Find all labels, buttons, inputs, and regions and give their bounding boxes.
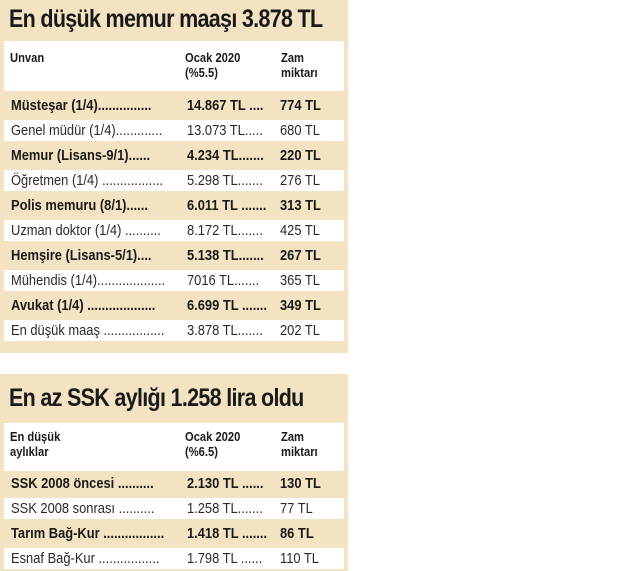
row-pension: 2.130 TL ......	[187, 475, 264, 492]
row-raise: 110 TL	[280, 550, 319, 567]
row-raise: 77 TL	[280, 500, 313, 517]
row-pension: 1.418 TL .......	[187, 525, 268, 542]
table-row: Öğretmen (1/4) ................. 5.298 T…	[4, 170, 344, 191]
row-label: Genel müdür (1/4).............	[11, 122, 163, 139]
table-row: Uzman doktor (1/4) .......... 8.172 TL..…	[4, 220, 344, 241]
row-salary: 4.234 TL.......	[187, 147, 264, 164]
row-label: Tarım Bağ-Kur .................	[11, 525, 165, 542]
table-row: Avukat (1/4) ................... 6.699 T…	[4, 295, 344, 316]
header-ocak-2020: Ocak 2020 (%6.5)	[185, 429, 241, 459]
row-salary: 5.138 TL.......	[187, 247, 264, 264]
table-row: En düşük maaş ................. 3.878 TL…	[4, 320, 344, 341]
header-en-dusuk-ayliklar: En düşük aylıklar	[10, 429, 61, 459]
row-salary: 8.172 TL.......	[187, 222, 263, 239]
memur-table-title: En düşük memur maaşı 3.878 TL	[9, 5, 323, 33]
row-salary: 6.699 TL .......	[187, 297, 268, 314]
row-raise: 130 TL	[280, 475, 321, 492]
row-label: Müsteşar (1/4)...............	[11, 97, 152, 114]
row-label: En düşük maaş .................	[11, 322, 165, 339]
ssk-table-title: En az SSK aylığı 1.258 lira oldu	[9, 384, 304, 412]
table-row: Polis memuru (8/1)...... 6.011 TL ......…	[4, 195, 344, 216]
row-raise: 313 TL	[280, 197, 321, 214]
row-raise: 267 TL	[280, 247, 321, 264]
row-label: Memur (Lisans-9/1)......	[11, 147, 151, 164]
row-salary: 6.011 TL .......	[187, 197, 267, 214]
row-label: Öğretmen (1/4) .................	[11, 172, 163, 189]
row-raise: 220 TL	[280, 147, 321, 164]
row-raise: 276 TL	[280, 172, 320, 189]
row-salary: 14.867 TL ....	[187, 97, 264, 114]
ssk-table-header: En düşük aylıklar Ocak 2020 (%6.5) Zam m…	[4, 423, 344, 471]
table-row: Esnaf Bağ-Kur ................. 1.798 TL…	[4, 548, 344, 569]
table-row: Müsteşar (1/4)............... 14.867 TL …	[4, 95, 344, 116]
row-raise: 202 TL	[280, 322, 320, 339]
row-raise: 680 TL	[280, 122, 320, 139]
ssk-table-panel: En az SSK aylığı 1.258 lira oldu En düşü…	[0, 374, 348, 571]
row-salary: 7016 TL.......	[187, 272, 260, 289]
memur-table-panel: En düşük memur maaşı 3.878 TL Unvan Ocak…	[0, 0, 348, 353]
row-label: Uzman doktor (1/4) ..........	[11, 222, 161, 239]
row-raise: 349 TL	[280, 297, 321, 314]
row-raise: 86 TL	[280, 525, 314, 542]
table-row: SSK 2008 sonrası .......... 1.258 TL....…	[4, 498, 344, 519]
row-pension: 1.798 TL ......	[187, 550, 263, 567]
row-salary: 13.073 TL.....	[187, 122, 263, 139]
row-salary: 5.298 TL.......	[187, 172, 263, 189]
header-zam-miktari: Zam miktarı	[281, 429, 318, 459]
row-label: SSK 2008 sonrası ..........	[11, 500, 155, 517]
row-label: Hemşire (Lisans-5/1)....	[11, 247, 152, 264]
header-zam-miktari: Zam miktarı	[281, 50, 318, 80]
header-ocak-2020: Ocak 2020 (%5.5)	[185, 50, 241, 80]
table-row: Memur (Lisans-9/1)...... 4.234 TL.......…	[4, 145, 344, 166]
header-unvan: Unvan	[10, 50, 45, 65]
row-label: SSK 2008 öncesi ..........	[11, 475, 154, 492]
table-row: Hemşire (Lisans-5/1).... 5.138 TL.......…	[4, 245, 344, 266]
row-raise: 365 TL	[280, 272, 320, 289]
row-raise: 774 TL	[280, 97, 321, 114]
memur-table-header: Unvan Ocak 2020 (%5.5) Zam miktarı	[4, 41, 344, 91]
table-row: Genel müdür (1/4)............. 13.073 TL…	[4, 120, 344, 141]
row-label: Avukat (1/4) ...................	[11, 297, 156, 314]
table-row: Mühendis (1/4)................... 7016 T…	[4, 270, 344, 291]
table-row: Tarım Bağ-Kur ................. 1.418 TL…	[4, 523, 344, 544]
row-label: Esnaf Bağ-Kur .................	[11, 550, 160, 567]
row-label: Polis memuru (8/1)......	[11, 197, 148, 214]
table-row: SSK 2008 öncesi .......... 2.130 TL ....…	[4, 473, 344, 494]
row-raise: 425 TL	[280, 222, 320, 239]
row-salary: 3.878 TL.......	[187, 322, 263, 339]
row-pension: 1.258 TL.......	[187, 500, 263, 517]
row-label: Mühendis (1/4)...................	[11, 272, 166, 289]
